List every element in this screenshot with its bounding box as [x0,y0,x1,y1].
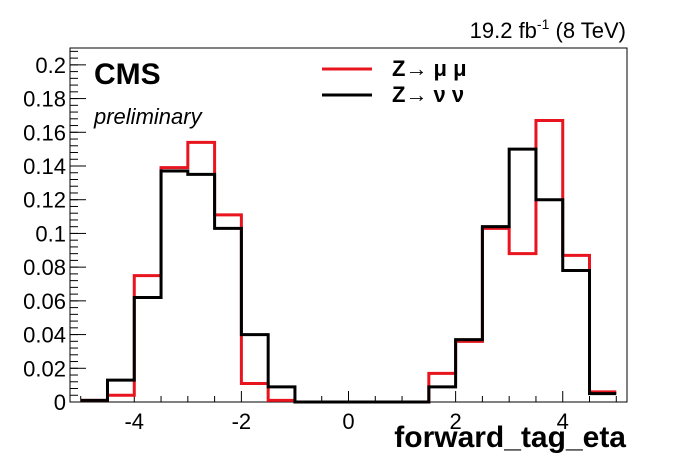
x-tick-label: 2 [449,409,461,434]
legend: Z→ μ μ Z→ ν ν [322,56,467,107]
y-tick-label: 0 [54,390,66,415]
y-tick-label: 0.02 [23,356,66,381]
y-tick-label: 0.1 [35,221,66,246]
lumi-value: 19.2 fb [470,18,537,43]
y-tick-label: 0.04 [23,323,66,348]
histogram-series [80,118,617,404]
y-tick-label: 0.06 [23,289,66,314]
x-tick-label: -4 [124,409,144,434]
lumi-exponent: -1 [537,16,550,32]
x-tick-label: -2 [232,409,252,434]
histogram-outline [80,147,617,404]
x-axis: -4 -2 0 2 4 [80,391,617,434]
experiment-label: CMS [94,58,161,91]
y-tick-label: 0.18 [23,87,66,112]
y-tick-label: 0.08 [23,255,66,280]
lumi-label: 19.2 fb-1 (8 TeV) [470,16,626,43]
x-tick-label: 4 [557,409,569,434]
x-tick-label: 0 [342,409,354,434]
plot-frame [69,47,628,403]
y-tick-label: 0.12 [23,188,66,213]
energy-label: (8 TeV) [549,18,626,43]
status-label: preliminary [93,104,204,129]
series-1 [80,147,617,404]
legend-label-z-mumu: Z→ μ μ [392,56,467,81]
legend-label-z-nunu: Z→ ν ν [392,82,464,107]
y-axis: 0 0.02 0.04 0.06 0.08 0.1 0.12 0.14 0.16 0.18 0.2 [23,50,86,415]
y-tick-label: 0.16 [23,120,66,145]
y-tick-label: 0.14 [23,154,66,179]
x-axis-title: forward_tag_eta [394,421,626,454]
y-tick-label: 0.2 [35,53,66,78]
